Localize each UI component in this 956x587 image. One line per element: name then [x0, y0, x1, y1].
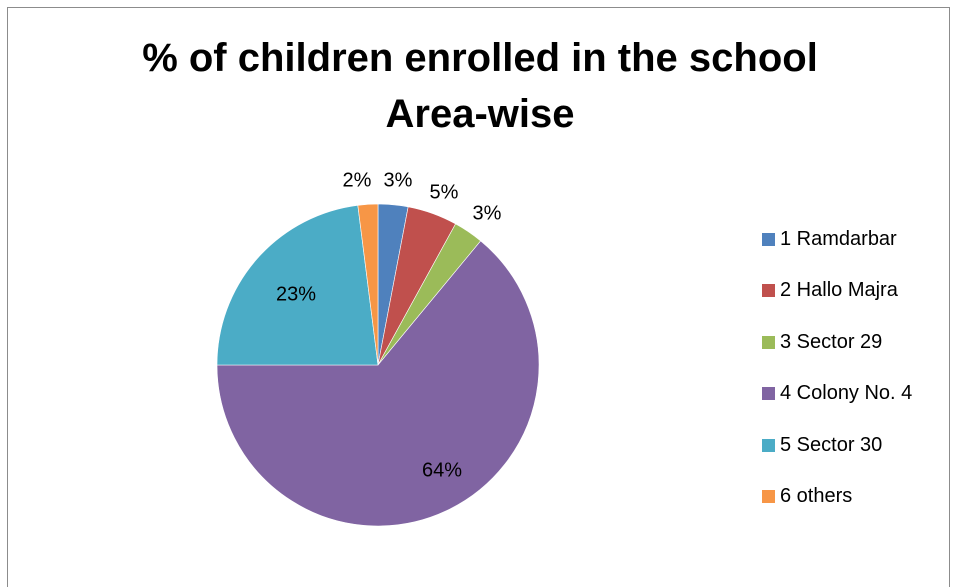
data-label-5: 23% — [276, 283, 316, 305]
data-label-1: 3% — [384, 169, 413, 191]
legend-item-1: 1 Ramdarbar — [762, 228, 912, 250]
data-label-2: 5% — [430, 181, 459, 203]
legend-label: 4 Colony No. 4 — [780, 382, 913, 404]
legend-swatch — [762, 490, 775, 503]
pie-slice-4 — [216, 240, 540, 527]
legend-label: 5 Sector 30 — [780, 433, 883, 456]
legend-label: 2 Hallo Majra — [780, 279, 898, 301]
legend-item-5: 5 Sector 30 — [762, 434, 912, 456]
legend-label: 6 others — [780, 485, 853, 507]
pie-slice-6 — [357, 203, 379, 366]
legend-swatch — [762, 387, 775, 400]
data-label-6: 2% — [343, 169, 372, 191]
legend-swatch — [762, 284, 775, 297]
legend-item-3: 3 Sector 29 — [762, 331, 912, 353]
legend-item-4: 4 Colony No. 4 — [762, 382, 913, 405]
data-label-3: 3% — [473, 202, 502, 224]
chart-title-line-1: % of children enrolled in the school — [142, 36, 818, 80]
chart-title-line-2: Area-wise — [385, 92, 575, 136]
chart-title: % of children enrolled in the school Are… — [0, 30, 956, 142]
legend-swatch — [762, 335, 775, 349]
legend-item-6: 6 others — [762, 485, 912, 508]
legend-swatch — [762, 438, 775, 452]
legend: 1 Ramdarbar 2 Hallo Majra 3 Sector 29 4 Col… — [762, 228, 912, 537]
data-label-4: 64% — [422, 459, 462, 481]
legend-item-2: 2 Hallo Majra — [762, 279, 912, 302]
pie-slice-5 — [216, 204, 379, 366]
legend-swatch — [762, 232, 775, 246]
legend-label: 1 Ramdarbar — [780, 227, 897, 250]
legend-label: 3 Sector 29 — [780, 330, 883, 353]
